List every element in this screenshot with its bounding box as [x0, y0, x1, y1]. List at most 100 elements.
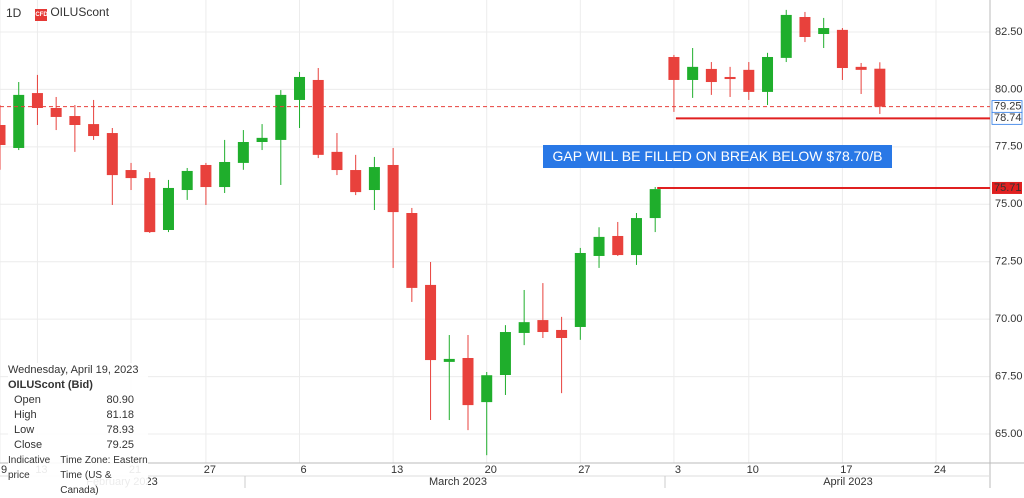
x-tick-label: 6 — [300, 464, 306, 476]
candle-body — [294, 76, 306, 100]
y-tick-label: 77.50 — [995, 141, 1023, 153]
candle-body — [387, 164, 399, 213]
x-tick-label: 10 — [747, 464, 759, 476]
cfd-icon: CFD — [35, 9, 48, 21]
candle-body — [106, 133, 118, 176]
candle-body — [69, 116, 81, 125]
y-tick-label: 80.00 — [995, 83, 1023, 95]
candle-body — [13, 94, 25, 148]
toolbar: 1D CFD OILUScont — [6, 5, 109, 21]
info-row: Open 80.90 — [8, 393, 148, 408]
candle-body — [443, 358, 455, 362]
candle-body — [181, 170, 193, 191]
info-key: High — [14, 409, 37, 421]
info-value: 80.90 — [106, 394, 134, 406]
candle-body — [425, 284, 437, 361]
candle-body — [743, 69, 755, 92]
candle-body — [855, 66, 867, 70]
candle-body — [836, 29, 848, 69]
y-tick-label: 72.50 — [995, 256, 1023, 268]
candle-body — [462, 357, 474, 406]
x-tick-label: 17 — [840, 464, 852, 476]
month-label: March 2023 — [429, 476, 487, 488]
info-key: Low — [14, 424, 35, 436]
candle-body — [499, 332, 511, 375]
candle-body — [612, 235, 624, 256]
y-tick-label: 67.50 — [995, 371, 1023, 383]
candle-body — [649, 189, 661, 219]
candle-body — [818, 28, 830, 35]
x-tick-label: 27 — [578, 464, 590, 476]
candle-body — [256, 137, 268, 143]
candle-body — [50, 107, 62, 117]
candle-body — [593, 236, 605, 256]
info-row: Close 79.25 — [8, 438, 148, 453]
candle-body — [368, 167, 380, 191]
info-row: Low 78.93 — [8, 423, 148, 438]
info-date: Wednesday, April 19, 2023 — [8, 364, 139, 376]
candle-body — [275, 94, 287, 140]
candle-body — [88, 124, 100, 137]
month-label: April 2023 — [823, 476, 873, 488]
candle-body — [724, 76, 736, 80]
annotation: GAP WILL BE FILLED ON BREAK BELOW $78.70… — [543, 145, 892, 168]
candle-body — [31, 93, 43, 108]
candle-body — [799, 17, 811, 37]
candle-body — [125, 170, 137, 179]
info-value: 81.18 — [106, 409, 134, 421]
y-tick-label: 65.00 — [995, 428, 1023, 440]
candle-body — [668, 56, 680, 80]
y-tick-label: 70.00 — [995, 313, 1023, 325]
candle-body — [556, 329, 568, 339]
price-tag-label: 75.71 — [994, 182, 1022, 194]
x-tick-label: 24 — [934, 464, 946, 476]
candle-body — [331, 151, 343, 171]
candle-body — [762, 56, 774, 92]
candle-body — [0, 124, 6, 145]
candle-body — [518, 322, 530, 333]
chart: 65.00 67.50 70.00 72.50 75.00 77.50 80.00 82.50… — [0, 0, 1024, 488]
candle-body — [705, 68, 717, 83]
candle-body — [200, 164, 212, 188]
candle-body — [312, 79, 324, 155]
interval[interactable]: 1D — [6, 6, 22, 20]
y-tick-label: 75.00 — [995, 198, 1023, 210]
info-value: 79.25 — [106, 439, 134, 451]
footer-text: Time Zone: Eastern Time (US & Canada) — [60, 455, 148, 496]
x-tick-label: 9 — [1, 464, 7, 476]
x-tick-label: 3 — [675, 464, 681, 476]
candle-body — [780, 14, 792, 58]
info-key: Close — [14, 439, 43, 451]
candle-body — [162, 187, 174, 231]
footer-text: Indicative price — [8, 455, 51, 481]
price-tag — [992, 181, 1022, 194]
info-rows: Open 80.90 High 81.18 Low 78.93 Close 79.25 — [8, 393, 148, 453]
info-value: 78.93 — [106, 424, 134, 436]
info-panel: Wednesday, April 19, 2023 OILUScont (Bid… — [8, 363, 148, 498]
price-tag-label: 79.25 — [994, 101, 1022, 113]
candle-body — [687, 66, 699, 80]
info-key: Open — [14, 394, 41, 406]
candle-body — [630, 218, 642, 256]
candle-body — [219, 161, 231, 188]
x-tick-label: 13 — [391, 464, 403, 476]
candle-body — [481, 375, 493, 403]
candle-body — [144, 178, 156, 233]
symbol-label: CFD OILUScont — [35, 5, 109, 21]
x-tick-label: 27 — [204, 464, 216, 476]
price-tag — [991, 111, 1023, 125]
candle-body — [574, 252, 586, 327]
price-tag-label: 78.74 — [994, 112, 1022, 124]
x-tick-label: 20 — [485, 464, 497, 476]
candle-body — [874, 68, 886, 107]
candle-body — [350, 170, 362, 193]
info-footer: Indicative price Time Zone: Eastern Time… — [8, 453, 148, 498]
info-row: High 81.18 — [8, 408, 148, 423]
candle-body — [406, 213, 418, 288]
symbol: OILUScont — [50, 5, 110, 19]
y-tick-label: 82.50 — [995, 26, 1023, 38]
candle-body — [237, 142, 249, 163]
info-symbol: OILUScont (Bid) — [8, 379, 93, 391]
candle-body — [537, 320, 549, 333]
